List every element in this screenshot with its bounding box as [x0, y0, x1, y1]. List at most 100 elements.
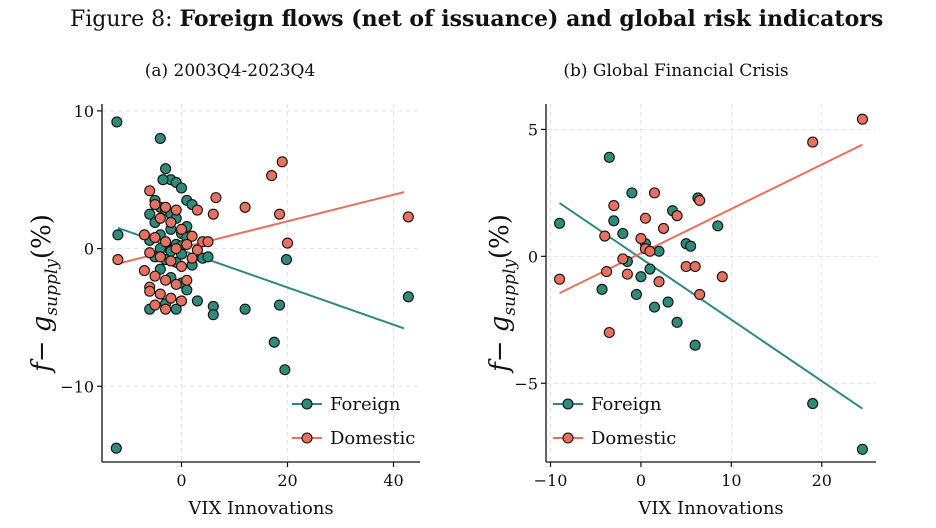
point-foreign — [239, 303, 251, 315]
point-domestic — [144, 285, 156, 297]
point-domestic — [281, 237, 294, 249]
point-foreign — [648, 301, 661, 313]
y-tick-label: −10 — [60, 377, 94, 396]
y-tick-label: −5 — [514, 374, 538, 393]
point-domestic — [165, 216, 177, 228]
point-foreign — [160, 163, 172, 175]
legend-marker-domestic — [562, 432, 574, 444]
point-foreign — [630, 288, 642, 300]
point-foreign — [170, 303, 182, 315]
x-tick-label: 10 — [721, 471, 741, 490]
panel-b: (b) Global Financial Crisis −10 0 10 20 5 0 −5 V… — [485, 61, 876, 519]
y-axis-label: f− gsupply(%) — [485, 214, 520, 374]
point-domestic — [653, 276, 665, 288]
point-domestic — [601, 266, 613, 278]
point-domestic — [202, 236, 214, 248]
legend-label-foreign: Foreign — [330, 394, 401, 415]
point-foreign — [644, 263, 656, 275]
x-tick-label: 40 — [383, 471, 403, 490]
point-foreign — [596, 283, 608, 295]
point-foreign — [268, 336, 280, 348]
point-domestic — [191, 204, 203, 216]
point-foreign — [202, 251, 214, 263]
y-tick-label: 10 — [74, 102, 94, 121]
point-domestic — [138, 229, 150, 241]
point-domestic — [603, 326, 615, 339]
legend-label-domestic: Domestic — [330, 428, 415, 449]
figure-title-text: Foreign flows (net of issuance) and glob… — [179, 6, 884, 32]
legend-marker-foreign — [562, 398, 574, 410]
point-foreign — [685, 240, 697, 252]
point-domestic — [635, 233, 647, 245]
point-domestic — [266, 170, 278, 182]
point-foreign — [712, 220, 724, 232]
point-domestic — [639, 212, 652, 224]
point-domestic — [856, 113, 868, 125]
point-domestic — [154, 288, 166, 300]
point-domestic — [191, 244, 203, 256]
point-domestic — [149, 270, 161, 282]
legend-marker-foreign — [301, 398, 313, 410]
point-foreign — [175, 182, 188, 194]
point-domestic — [160, 201, 172, 213]
point-foreign — [112, 229, 124, 241]
x-tick-label: 0 — [636, 471, 646, 490]
point-foreign — [191, 295, 203, 307]
y-tick-label: 0 — [528, 247, 538, 266]
point-foreign — [856, 443, 868, 455]
x-tick-label: 20 — [812, 471, 832, 490]
point-domestic — [716, 271, 728, 283]
point-foreign — [273, 299, 286, 311]
y-tick-label: 0 — [84, 240, 94, 259]
point-domestic — [138, 265, 150, 277]
point-domestic — [154, 212, 166, 224]
figure-prefix: Figure 8: — [70, 7, 180, 32]
point-domestic — [175, 260, 188, 273]
point-foreign — [608, 215, 620, 227]
point-domestic — [617, 253, 629, 265]
point-foreign — [207, 309, 219, 321]
point-domestic — [648, 187, 661, 199]
point-domestic — [175, 223, 188, 235]
point-domestic — [160, 303, 172, 315]
panel-title: (b) Global Financial Crisis — [563, 61, 788, 81]
point-foreign — [807, 398, 819, 410]
y-axis-label: f− gsupply(%) — [27, 214, 62, 374]
y-tick-label: 5 — [528, 120, 538, 139]
point-foreign — [280, 254, 292, 266]
point-domestic — [621, 268, 633, 280]
point-domestic — [186, 230, 198, 242]
point-domestic — [170, 278, 182, 290]
point-foreign — [603, 151, 615, 163]
figure-title: Figure 8: Foreign flows (net of issuance… — [0, 6, 936, 32]
point-foreign — [110, 442, 122, 454]
x-axis-label: VIX Innovations — [637, 498, 783, 519]
point-domestic — [175, 295, 188, 307]
point-foreign — [689, 339, 701, 351]
point-domestic — [239, 201, 251, 213]
point-domestic — [112, 254, 124, 266]
point-foreign — [402, 291, 414, 303]
point-domestic — [149, 198, 161, 211]
point-domestic — [273, 208, 286, 220]
point-domestic — [807, 136, 819, 148]
point-domestic — [186, 252, 198, 264]
point-foreign — [626, 187, 638, 199]
point-foreign — [154, 132, 166, 144]
point-foreign — [635, 271, 647, 283]
point-domestic — [276, 156, 288, 168]
point-domestic — [154, 251, 166, 263]
point-domestic — [694, 288, 706, 300]
point-domestic — [657, 222, 670, 234]
point-domestic — [671, 210, 683, 222]
point-domestic — [165, 255, 177, 267]
x-tick-label: 0 — [176, 471, 186, 490]
panel-title: (a) 2003Q4-2023Q4 — [145, 61, 316, 81]
point-domestic — [160, 236, 172, 248]
point-domestic — [608, 200, 620, 212]
x-tick-label: −10 — [534, 471, 568, 490]
point-foreign — [111, 116, 123, 128]
point-foreign — [144, 208, 156, 220]
point-domestic — [181, 274, 193, 286]
